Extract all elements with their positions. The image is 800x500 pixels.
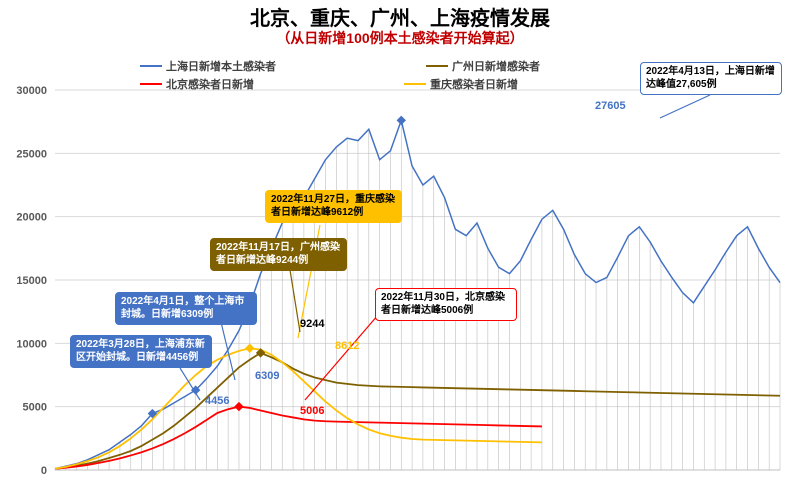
svg-text:15000: 15000	[16, 275, 47, 287]
legend-item: 广州日新增感染者	[426, 58, 540, 74]
svg-text:30000: 30000	[16, 85, 47, 97]
legend-swatch	[426, 65, 448, 67]
chart-subtitle: （从日新增100例本土感染者开始算起）	[0, 28, 800, 48]
chart-container: 北京、重庆、广州、上海疫情发展 （从日新增100例本土感染者开始算起） 0 500…	[0, 0, 800, 500]
peak-label: 8612	[335, 340, 359, 352]
svg-text:5000: 5000	[23, 402, 47, 414]
peak-label: 27605	[595, 100, 626, 112]
legend-swatch	[140, 65, 162, 67]
legend-label: 北京感染者日新增	[166, 76, 254, 92]
peak-label: 4456	[205, 395, 229, 407]
annotation: 2022年4月13日，上海日新增达峰值27,605例	[640, 62, 782, 95]
svg-text:10000: 10000	[16, 338, 47, 350]
chart-title: 北京、重庆、广州、上海疫情发展	[0, 2, 800, 31]
annotation: 2022年11月27日，重庆感染者日新增达峰9612例	[265, 190, 402, 223]
annotation: 2022年11月17日，广州感染者日新增达峰9244例	[210, 238, 347, 271]
legend-label: 上海日新增本土感染者	[166, 58, 276, 74]
annotation: 2022年4月1日，整个上海市封城。日新增6309例	[115, 292, 257, 325]
peak-label: 6309	[255, 370, 279, 382]
annotation: 2022年3月28日，上海浦东新区开始封城。日新增4456例	[70, 335, 212, 368]
svg-text:0: 0	[41, 465, 47, 477]
legend-item: 北京感染者日新增	[140, 76, 254, 92]
annotation: 2022年11月30日，北京感染者日新增达峰5006例	[375, 288, 517, 321]
legend-row: 北京感染者日新增 重庆感染者日新增	[140, 76, 518, 92]
legend-item: 重庆感染者日新增	[404, 76, 518, 92]
peak-label: 5006	[300, 405, 324, 417]
svg-text:25000: 25000	[16, 148, 47, 160]
legend-row: 上海日新增本土感染者 广州日新增感染者	[140, 58, 540, 74]
legend-label: 重庆感染者日新增	[430, 76, 518, 92]
legend-swatch	[404, 83, 426, 85]
legend-item: 上海日新增本土感染者	[140, 58, 276, 74]
svg-text:20000: 20000	[16, 212, 47, 224]
legend-swatch	[140, 83, 162, 85]
legend-label: 广州日新增感染者	[452, 58, 540, 74]
peak-label: 9244	[300, 318, 324, 330]
